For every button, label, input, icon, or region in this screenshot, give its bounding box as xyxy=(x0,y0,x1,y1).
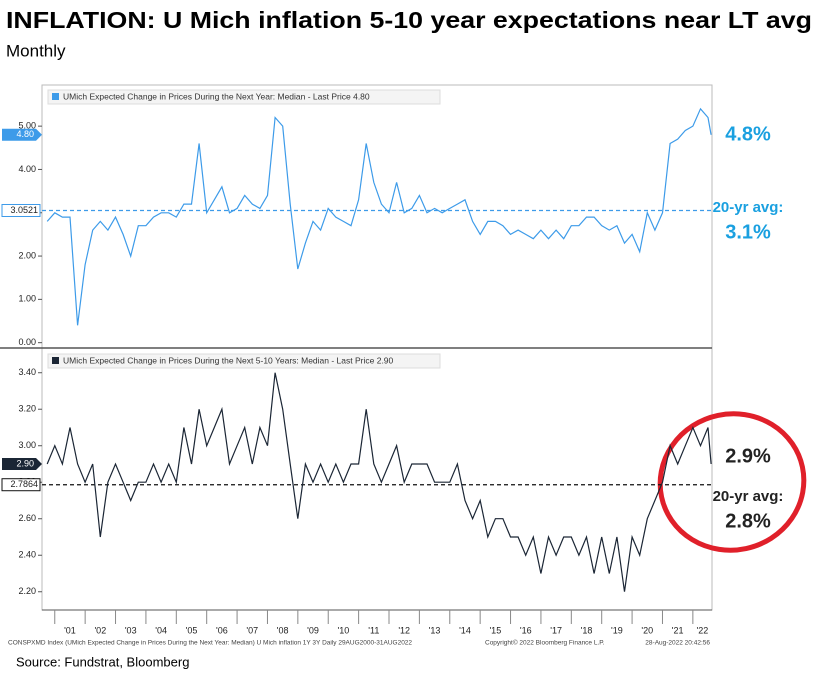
series-line xyxy=(46,372,712,592)
x-tick-label: '04 xyxy=(155,625,167,635)
x-tick-label: '22 xyxy=(697,625,709,635)
x-tick-label: '03 xyxy=(125,625,137,635)
footer-copyright: Copyright© 2022 Bloomberg Finance L.P. xyxy=(485,639,605,647)
y-tick-label: 2.60 xyxy=(18,513,36,523)
annotation: 4.8% xyxy=(725,123,771,145)
annotation: 2.9% xyxy=(725,445,771,467)
average-box xyxy=(1,203,41,217)
annotation: 3.1% xyxy=(725,221,771,243)
y-tick-label: 3.20 xyxy=(18,404,36,414)
last-price-label: 4.80 xyxy=(16,129,34,139)
y-tick-label: 3.40 xyxy=(18,367,36,377)
x-tick-label: '08 xyxy=(277,625,289,635)
x-tick-label: '13 xyxy=(429,625,441,635)
x-tick-label: '20 xyxy=(641,625,653,635)
y-tick-label: 2.20 xyxy=(18,586,36,596)
x-tick-label: '17 xyxy=(550,625,562,635)
x-tick-label: '05 xyxy=(186,625,198,635)
legend-swatch xyxy=(52,357,59,364)
footer-timestamp: 28-Aug-2022 20:42:56 xyxy=(645,640,710,647)
legend-swatch xyxy=(52,93,59,100)
chart-title: INFLATION: U Mich inflation 5-10 year ex… xyxy=(6,7,812,33)
legend-box xyxy=(47,353,441,369)
last-price-box xyxy=(2,128,42,141)
y-tick-label: 2.40 xyxy=(18,550,36,560)
footer-left: CONSPXMD Index (UMich Expected Change in… xyxy=(8,640,412,647)
highlight-circle xyxy=(657,411,807,553)
y-tick-label: 4.00 xyxy=(18,164,36,174)
last-price-box xyxy=(2,457,42,470)
x-tick-label: '16 xyxy=(520,625,532,635)
legend-label: UMich Expected Change in Prices During t… xyxy=(63,355,394,365)
x-tick-label: '15 xyxy=(489,625,501,635)
y-tick-label: 5.00 xyxy=(18,121,36,131)
y-tick-label: 2.00 xyxy=(18,250,36,260)
x-tick-label: '09 xyxy=(307,625,319,635)
x-tick-label: '12 xyxy=(398,625,410,635)
x-tick-label: '21 xyxy=(672,625,684,635)
x-tick-label: '02 xyxy=(94,625,106,635)
x-tick-label: '07 xyxy=(246,625,258,635)
x-tick-label: '11 xyxy=(368,625,379,635)
x-tick-label: '01 xyxy=(64,625,76,635)
average-box xyxy=(1,478,41,492)
source: Source: Fundstrat, Bloomberg xyxy=(16,654,189,669)
x-tick-label: '19 xyxy=(611,625,623,635)
legend-label: UMich Expected Change in Prices During t… xyxy=(63,91,370,101)
average-label: 2.7864 xyxy=(10,479,38,489)
x-tick-label: '06 xyxy=(216,625,228,635)
x-tick-label: '14 xyxy=(459,625,471,635)
series-line xyxy=(46,107,712,326)
y-tick-label: 1.00 xyxy=(18,294,36,304)
annotation: 2.8% xyxy=(725,510,771,532)
average-label: 3.0521 xyxy=(10,205,38,215)
chart-subtitle: Monthly xyxy=(6,41,66,60)
annotation: 20-yr avg: xyxy=(713,488,784,505)
annotation: 20-yr avg: xyxy=(713,199,784,216)
last-price-label: 2.90 xyxy=(16,458,34,468)
y-tick-label: 3.00 xyxy=(18,440,36,450)
x-tick-label: '18 xyxy=(581,625,593,635)
y-tick-label: 0.00 xyxy=(18,337,36,347)
legend-box xyxy=(47,89,441,105)
x-tick-label: '10 xyxy=(338,625,350,635)
